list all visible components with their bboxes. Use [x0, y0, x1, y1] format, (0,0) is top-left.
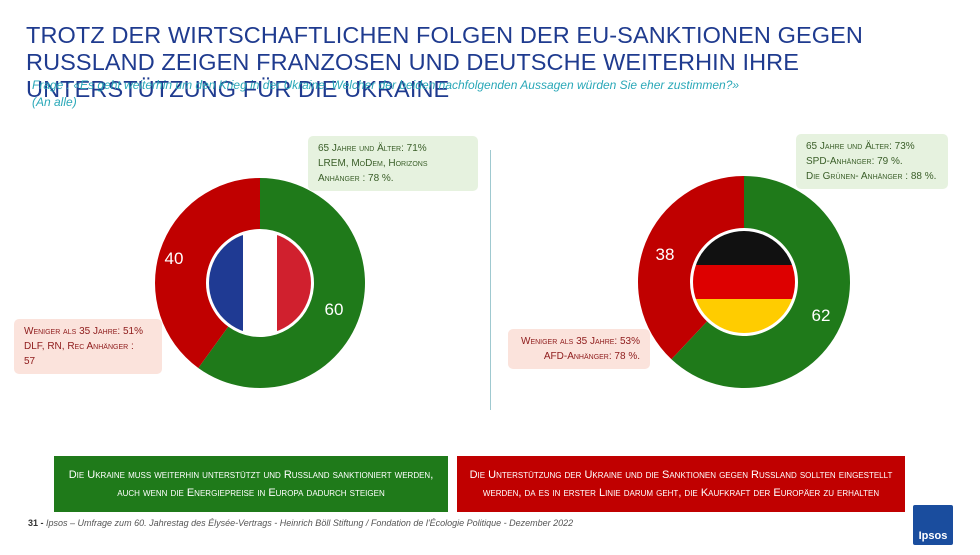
- page-title: TROTZ DER WIRTSCHAFTLICHEN FOLGEN DER EU…: [26, 22, 863, 102]
- survey-question: Frage : «Es geht weiterhin um den Krieg …: [32, 78, 740, 92]
- callout-line: Weniger als 35 Jahre: 51%: [24, 326, 143, 337]
- legend-support: Die Ukraine muss weiterhin unterstützt u…: [54, 456, 448, 512]
- callout-fr-stop: Weniger als 35 Jahre: 51% DLF, RN, Rec A…: [14, 319, 162, 374]
- callout-line: 65 Jahre und Älter: 73%: [806, 141, 915, 152]
- page-number: 31 -: [28, 518, 44, 528]
- slice-de-stop: [638, 176, 744, 360]
- callout-de-support: 65 Jahre und Älter: 73% SPD-Anhänger: 79…: [796, 134, 948, 189]
- legend-stop: Die Unterstützung der Ukraine und die Sa…: [457, 456, 905, 512]
- callout-de-stop: Weniger als 35 Jahre: 53% AFD-Anhänger: …: [508, 329, 650, 369]
- source-note: Ipsos – Umfrage zum 60. Jahrestag des Él…: [46, 518, 574, 528]
- donut-chart-france: 60 40: [155, 178, 365, 388]
- callout-line: Anhänger : 78 %.: [318, 173, 394, 184]
- data-label-fr-stop: 40: [165, 249, 184, 268]
- callout-line: Weniger als 35 Jahre: 53%: [521, 336, 640, 347]
- callout-line: 57: [24, 356, 36, 367]
- data-label-fr-support: 60: [325, 300, 344, 319]
- callout-line: AFD-Anhänger: 78 %.: [543, 351, 640, 362]
- ipsos-logo: Ipsos: [913, 505, 953, 545]
- slice-fr-support: [198, 178, 365, 388]
- slice-de-support: [671, 176, 850, 388]
- callout-fr-support: 65 Jahre und Älter: 71% LREM, MoDem, Hor…: [308, 136, 478, 191]
- slice-fr-stop: [155, 178, 260, 368]
- callout-line: Die Grünen- Anhänger : 88 %.: [806, 171, 937, 182]
- center-divider: [490, 150, 491, 410]
- data-label-de-stop: 38: [656, 245, 675, 264]
- callout-line: LREM, MoDem, Horizons: [318, 158, 428, 169]
- footer: 31 - Ipsos – Umfrage zum 60. Jahrestag d…: [28, 518, 573, 528]
- data-label-de-support: 62: [812, 306, 831, 325]
- flag-germany-icon: [693, 231, 795, 333]
- flag-france-icon: [209, 232, 311, 334]
- callout-line: SPD-Anhänger: 79 %.: [806, 156, 903, 167]
- donut-chart-germany: 62 38: [638, 176, 850, 388]
- callout-line: 65 Jahre und Älter: 71%: [318, 143, 427, 154]
- callout-line: DLF, RN, Rec Anhänger :: [24, 341, 134, 352]
- survey-base: (An alle): [32, 95, 77, 109]
